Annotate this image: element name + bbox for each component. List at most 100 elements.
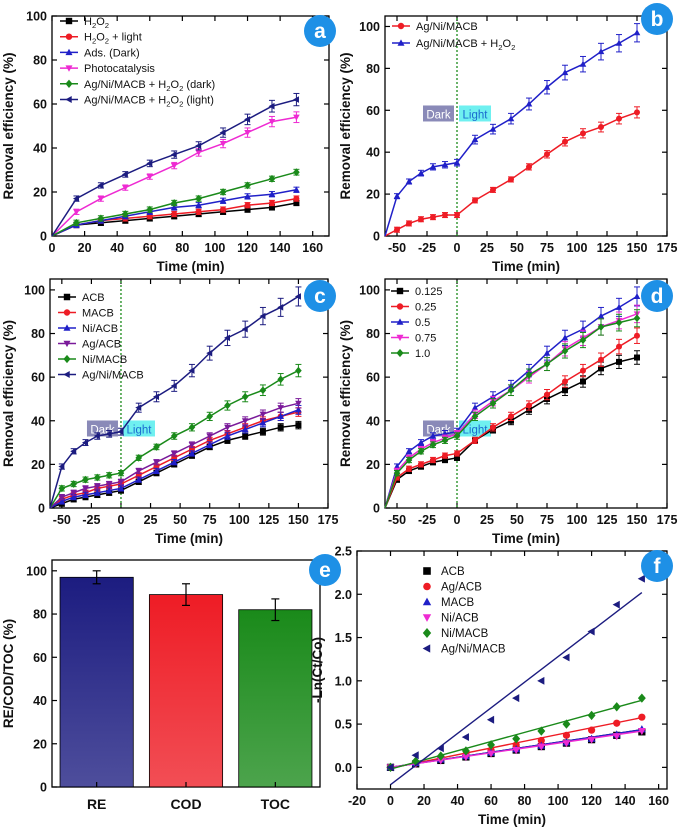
data-point <box>97 214 105 223</box>
data-point <box>417 447 425 456</box>
legend-label: Ag/Ni/MACB + H2O2 <box>416 38 515 52</box>
legend-marker <box>397 22 405 30</box>
x-axis-label: Time (min) <box>492 259 560 274</box>
legend-label: Ag/ACB <box>441 582 482 594</box>
x-tick-label: 100 <box>229 513 250 527</box>
panel-d: -50 -25 0 25 50 75 100 125 150 175 0 20 40 60 80 100 Tim… <box>338 278 677 546</box>
x-axis-label: Time (min) <box>156 259 224 274</box>
series-ag-ni-macb <box>49 286 302 509</box>
data-point <box>268 200 275 206</box>
data-point <box>454 450 460 457</box>
data-point <box>295 422 302 429</box>
y-tick-label: 20 <box>33 737 47 751</box>
data-point <box>562 731 571 739</box>
data-point <box>58 494 66 501</box>
data-point <box>508 176 514 183</box>
x-axis-label: Time (min) <box>492 531 560 546</box>
data-point <box>633 314 641 323</box>
panel-badge: d <box>641 280 673 312</box>
data-point <box>430 457 436 464</box>
data-point <box>507 386 515 395</box>
data-point <box>406 220 412 227</box>
x-tick-label: 0 <box>454 241 461 255</box>
data-point <box>94 473 101 482</box>
data-point <box>461 753 470 762</box>
data-point <box>489 399 497 408</box>
legend-marker <box>396 348 404 358</box>
data-point <box>277 424 284 431</box>
data-point <box>259 312 266 320</box>
plot-frame <box>51 15 330 237</box>
series-ag-acb <box>49 398 302 509</box>
data-point <box>441 436 449 445</box>
x-tick-label: 0 <box>118 513 125 527</box>
data-point <box>117 469 125 478</box>
data-point <box>526 163 532 170</box>
data-point <box>543 360 551 368</box>
y-tick-label: 40 <box>366 414 380 428</box>
data-point <box>637 693 646 703</box>
data-point <box>224 401 231 410</box>
data-point <box>206 349 213 357</box>
y-tick-label: 0 <box>373 502 380 516</box>
data-point <box>418 461 424 468</box>
data-point <box>242 433 249 440</box>
legend-marker <box>63 354 71 364</box>
legend-label: 0.5 <box>415 317 430 329</box>
x-tick-label: 40 <box>451 794 465 808</box>
y-tick-label: 80 <box>366 327 380 341</box>
legend-label: Ads. (Dark) <box>84 47 140 59</box>
data-point <box>472 437 478 444</box>
x-tick-label: 175 <box>657 241 678 255</box>
data-point <box>405 447 413 454</box>
panel-badge-circle <box>309 554 341 586</box>
data-point <box>294 293 301 300</box>
panel-e: 0 20 40 60 80 100 RE COD TOC RE/COD/TOC (%) <box>1 559 321 812</box>
data-point <box>490 186 496 193</box>
panel-badge-letter: b <box>651 8 664 31</box>
data-point <box>580 378 586 385</box>
data-point <box>94 489 101 496</box>
data-point <box>612 702 621 712</box>
data-point <box>507 115 515 122</box>
data-point <box>188 442 196 449</box>
data-point <box>406 465 412 472</box>
y-tick-label: 100 <box>359 20 380 34</box>
legend-label: 0.75 <box>415 333 436 345</box>
series-ag-ni-macb <box>386 574 645 786</box>
data-point <box>219 129 226 136</box>
x-tick-label: 100 <box>548 794 569 808</box>
data-point <box>135 404 142 411</box>
data-point <box>454 212 460 219</box>
x-tick-label: 75 <box>540 513 554 527</box>
data-point <box>393 463 401 470</box>
series-ni-acb <box>49 404 302 509</box>
data-point <box>461 733 469 742</box>
legend-label: Photocatalysis <box>84 63 155 75</box>
data-point <box>562 387 568 394</box>
legend-label: H2O2 <box>84 16 109 30</box>
panel-badge-circle <box>304 15 336 47</box>
plot-frame <box>384 278 668 509</box>
panel-f: -20 0 20 40 60 80 100 120 140 160 0.0 0.5 1.0 1.5 2.0 2… <box>310 545 669 828</box>
data-point <box>562 378 568 385</box>
data-point <box>461 746 470 756</box>
data-point <box>512 734 521 744</box>
data-point <box>580 130 586 137</box>
data-point <box>97 182 104 189</box>
data-point <box>277 375 284 384</box>
legend: ACB MACB Ni/ACB Ag/ACB Ni/MACB Ag/Ni/MACB <box>58 292 144 382</box>
data-point <box>561 69 569 76</box>
data-point <box>153 459 160 466</box>
data-point <box>105 430 112 438</box>
y-tick-label: 100 <box>26 10 47 24</box>
x-tick-label: -50 <box>388 513 406 527</box>
data-point <box>73 209 80 216</box>
x-tick-label: 150 <box>627 513 648 527</box>
data-point <box>277 405 284 412</box>
y-axis-label: Removal efficiency (%) <box>338 320 353 467</box>
data-point <box>195 142 202 150</box>
data-point <box>436 757 445 765</box>
x-tick-label: 140 <box>615 794 636 808</box>
